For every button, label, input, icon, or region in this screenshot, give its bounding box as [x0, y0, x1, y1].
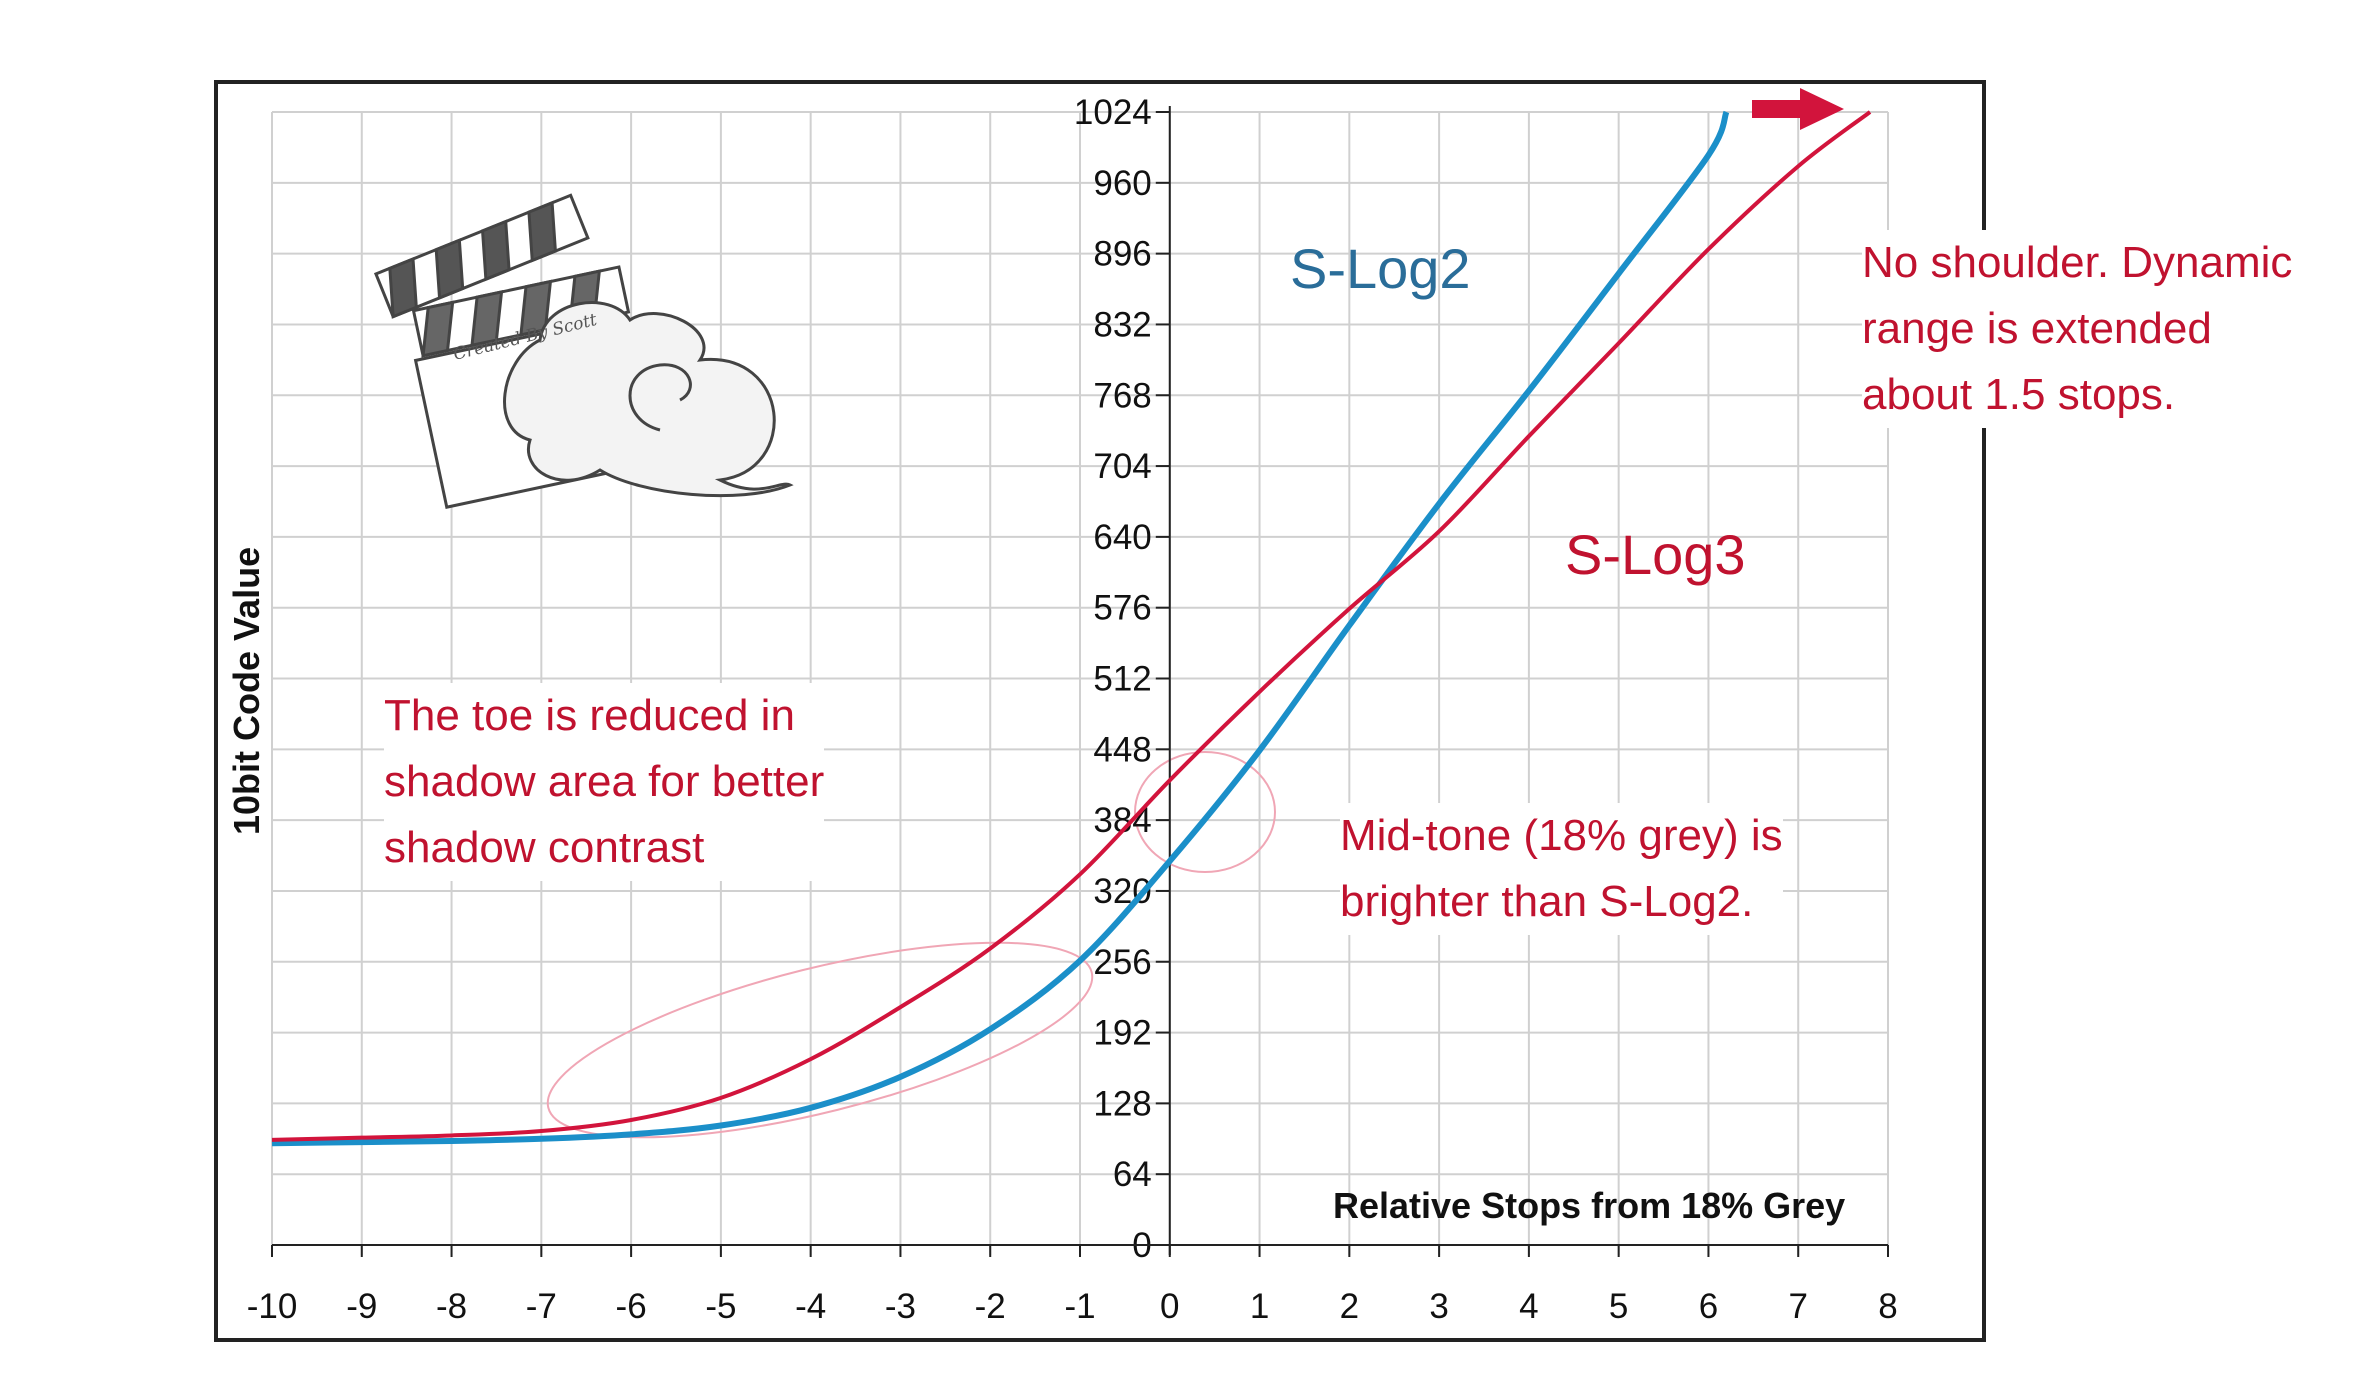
- x-tick-label: -2: [975, 1287, 1006, 1326]
- y-tick-label: 448: [1093, 730, 1151, 769]
- x-tick-label: -4: [795, 1287, 826, 1326]
- series-line-slog2: [271, 110, 1730, 1147]
- y-tick-label: 704: [1093, 447, 1151, 486]
- x-tick-label: -6: [616, 1287, 647, 1326]
- y-axis-title: 10bit Code Value: [226, 546, 267, 835]
- x-tick-label: 0: [1160, 1287, 1179, 1326]
- y-tick-label: 1024: [1074, 93, 1152, 132]
- x-tick-label: 6: [1699, 1287, 1718, 1326]
- y-tick-label: 960: [1093, 164, 1151, 203]
- y-tick-label: 640: [1093, 518, 1151, 557]
- x-tick-label: 8: [1878, 1287, 1897, 1326]
- extension-arrow: [1752, 88, 1844, 130]
- y-tick-label: 832: [1093, 305, 1151, 344]
- x-tick-label: 7: [1788, 1287, 1807, 1326]
- x-tick-label: 1: [1250, 1287, 1269, 1326]
- x-axis-title: Relative Stops from 18% Grey: [1333, 1185, 1846, 1226]
- x-tick-label: -8: [436, 1287, 467, 1326]
- x-tick-label: -1: [1064, 1287, 1095, 1326]
- slog2-label: S-Log2: [1290, 237, 1471, 300]
- annotation-midtone: Mid-tone (18% grey) is brighter than S-L…: [1340, 803, 1783, 935]
- logo-clapperboard-icon: Created By Scott: [373, 193, 794, 509]
- series-line-slog3: [271, 110, 1872, 1142]
- grid: [271, 111, 1889, 1255]
- x-tick-label: -5: [705, 1287, 736, 1326]
- axes: -10 -9 -8 -7 -6 -5 -4 -3 -2 -1 0 1 2 3 4 5 6 7 80641281922…: [247, 93, 1898, 1326]
- y-tick-label: 896: [1093, 235, 1151, 274]
- midtone-ellipse: [1134, 751, 1276, 873]
- annotation-toe: The toe is reduced in shadow area for be…: [384, 683, 825, 881]
- y-tick-label: 64: [1113, 1155, 1152, 1194]
- y-tick-label: 576: [1093, 589, 1151, 628]
- y-tick-label: 512: [1093, 660, 1151, 699]
- x-tick-label: 5: [1609, 1287, 1628, 1326]
- annotation-no-shoulder: No shoulder. Dynamic range is extended a…: [1862, 230, 2303, 428]
- x-tick-label: -9: [346, 1287, 377, 1326]
- x-tick-label: 4: [1519, 1287, 1538, 1326]
- x-tick-label: 2: [1340, 1287, 1359, 1326]
- highlight-ellipses: [546, 751, 1276, 1139]
- toe-ellipse: [546, 941, 1094, 1139]
- slog3-label: S-Log3: [1565, 523, 1746, 586]
- y-tick-label: 128: [1093, 1084, 1151, 1123]
- y-tick-label: 192: [1093, 1014, 1151, 1053]
- y-tick-label: 768: [1093, 376, 1151, 415]
- x-tick-label: -3: [885, 1287, 916, 1326]
- x-tick-label: -10: [247, 1287, 298, 1326]
- series-lines: [271, 110, 1872, 1147]
- x-tick-label: 3: [1429, 1287, 1448, 1326]
- y-tick-label: 256: [1093, 943, 1151, 982]
- x-tick-label: -7: [526, 1287, 557, 1326]
